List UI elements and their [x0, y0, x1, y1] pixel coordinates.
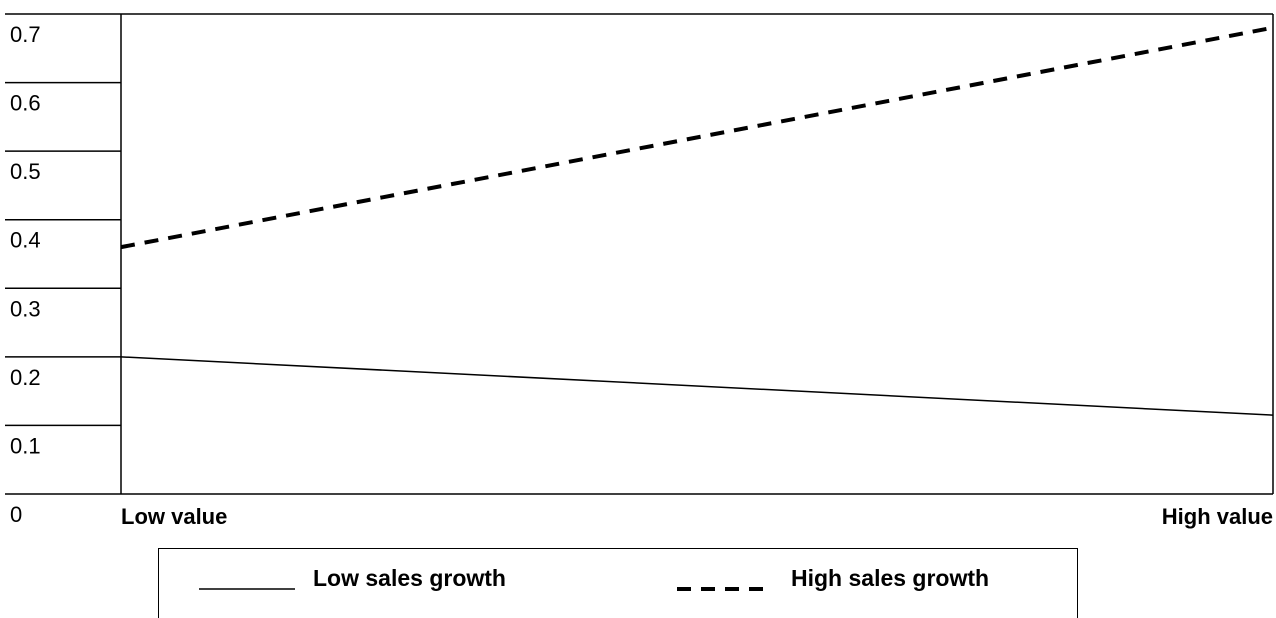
legend-item-high-sales-growth: High sales growth	[677, 563, 989, 593]
chart-plot: 0 0.1 0.2 0.3 0.4 0.5 0.6 0.7 Low value High val…	[0, 0, 1276, 548]
legend: Low sales growth High sales growth	[158, 548, 1078, 618]
x-category-label: Low value	[121, 504, 227, 529]
y-axis-ticks: 0 0.1 0.2 0.3 0.4 0.5 0.6 0.7	[10, 22, 41, 527]
legend-item-low-sales-growth: Low sales growth	[199, 563, 506, 593]
legend-swatch-dashed	[677, 563, 773, 593]
x-axis-categories: Low value High value	[121, 504, 1273, 529]
y-tick-label: 0.4	[10, 228, 41, 253]
legend-label-low-sales-growth: Low sales growth	[313, 565, 506, 592]
y-tick-label: 0.2	[10, 365, 41, 390]
x-category-label: High value	[1162, 504, 1273, 529]
series-layer	[121, 28, 1273, 415]
y-tick-label: 0.3	[10, 296, 41, 321]
y-tick-label: 0.7	[10, 22, 41, 47]
y-tick-label: 0.5	[10, 159, 41, 184]
legend-swatch-solid	[199, 563, 295, 593]
grid-lines	[5, 14, 121, 425]
y-tick-label: 0.6	[10, 91, 41, 116]
legend-label-high-sales-growth: High sales growth	[791, 565, 989, 592]
series-line-high-sales-growth	[121, 28, 1273, 247]
y-tick-label: 0.1	[10, 433, 41, 458]
y-tick-label: 0	[10, 502, 22, 527]
series-line-low-sales-growth	[121, 357, 1273, 415]
